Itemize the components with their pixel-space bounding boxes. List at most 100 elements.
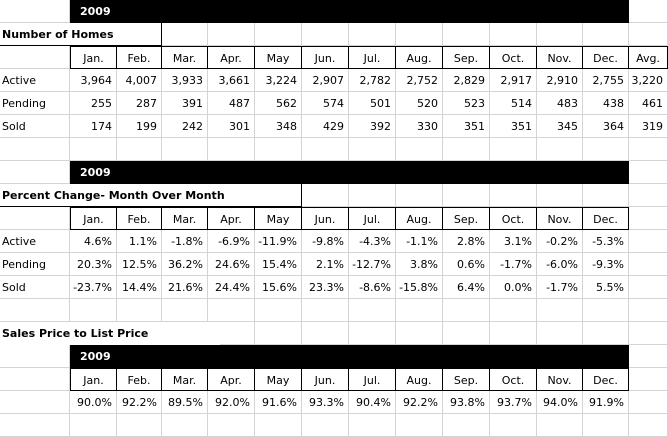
data-cell: 255 [70,92,117,115]
grid-cell [490,138,537,161]
row-label: Sold [0,115,70,138]
data-cell: 89.5% [162,391,208,414]
grid-cell [629,253,668,276]
grid-cell [443,299,490,322]
data-cell: 3,661 [208,69,255,92]
column-header: Apr. [208,368,255,391]
data-cell: 36.2% [162,253,208,276]
data-cell: 21.6% [162,276,208,299]
data-cell: -6.0% [537,253,583,276]
column-header: Mar. [162,368,208,391]
table-title: Percent Change- Month Over Month [0,184,302,207]
grid-cell [629,368,668,391]
column-header: Dec. [583,46,629,69]
data-cell: 93.3% [302,391,349,414]
data-cell: -12.7% [349,253,396,276]
data-cell: 301 [208,115,255,138]
data-cell: 15.6% [255,276,302,299]
data-cell: -15.8% [396,276,443,299]
grid-cell [0,368,70,391]
grid-cell [162,138,208,161]
column-header: Dec. [583,368,629,391]
data-cell: 14.4% [117,276,162,299]
column-header: Jan. [70,46,117,69]
data-cell: 91.6% [255,391,302,414]
row-label: Pending [0,253,70,276]
data-cell: -9.3% [583,253,629,276]
data-cell: 514 [490,92,537,115]
grid-cell [443,414,490,437]
column-header: Feb. [117,368,162,391]
grid-cell [349,414,396,437]
grid-cell [396,414,443,437]
grid-cell [162,414,208,437]
grid-cell [629,0,668,23]
grid-cell [349,138,396,161]
data-cell: 2,907 [302,69,349,92]
grid-cell [490,184,537,207]
grid-cell [583,138,629,161]
grid-cell [0,46,70,69]
grid-cell [583,23,629,46]
data-cell: 92.2% [117,391,162,414]
grid-cell [443,184,490,207]
grid-cell [583,299,629,322]
grid-cell [0,207,70,230]
grid-cell [302,138,349,161]
data-cell: 438 [583,92,629,115]
year-header: 2009 [70,345,629,368]
table-title: Number of Homes [0,23,162,46]
data-cell: -1.7% [537,276,583,299]
data-cell: 24.6% [208,253,255,276]
data-cell: -0.2% [537,230,583,253]
grid-cell [629,391,668,414]
data-cell: 199 [117,115,162,138]
grid-cell [208,138,255,161]
year-header: 2009 [70,0,629,23]
data-cell: 319 [629,115,668,138]
data-cell: 174 [70,115,117,138]
column-header: Aug. [396,46,443,69]
grid-cell [302,414,349,437]
data-cell: 3,933 [162,69,208,92]
grid-cell [255,138,302,161]
column-header: Nov. [537,46,583,69]
grid-cell [537,138,583,161]
year-header: 2009 [70,161,629,184]
column-header: Sep. [443,46,490,69]
grid-cell [629,276,668,299]
row-label: Sold [0,276,70,299]
grid-cell [490,414,537,437]
data-cell: 348 [255,115,302,138]
grid-cell [0,391,70,414]
column-header: Feb. [117,46,162,69]
data-cell: 351 [443,115,490,138]
grid-cell [255,299,302,322]
grid-cell [208,299,255,322]
data-cell: 2.8% [443,230,490,253]
data-cell: 429 [302,115,349,138]
grid-cell [629,414,668,437]
grid-cell [349,184,396,207]
grid-cell [0,138,70,161]
column-header: Aug. [396,207,443,230]
grid-cell [396,184,443,207]
data-cell: 242 [162,115,208,138]
data-cell: 94.0% [537,391,583,414]
column-header: Dec. [583,207,629,230]
column-header: Aug. [396,368,443,391]
data-cell: 3,224 [255,69,302,92]
data-cell: 330 [396,115,443,138]
data-cell: 91.9% [583,391,629,414]
grid-cell [396,299,443,322]
column-header: Sep. [443,207,490,230]
data-cell: 90.4% [349,391,396,414]
grid-cell [537,322,583,345]
grid-cell [629,322,668,345]
grid-cell [70,414,117,437]
data-cell: 6.4% [443,276,490,299]
data-cell: 90.0% [70,391,117,414]
grid-cell [162,23,208,46]
data-cell: 2,782 [349,69,396,92]
